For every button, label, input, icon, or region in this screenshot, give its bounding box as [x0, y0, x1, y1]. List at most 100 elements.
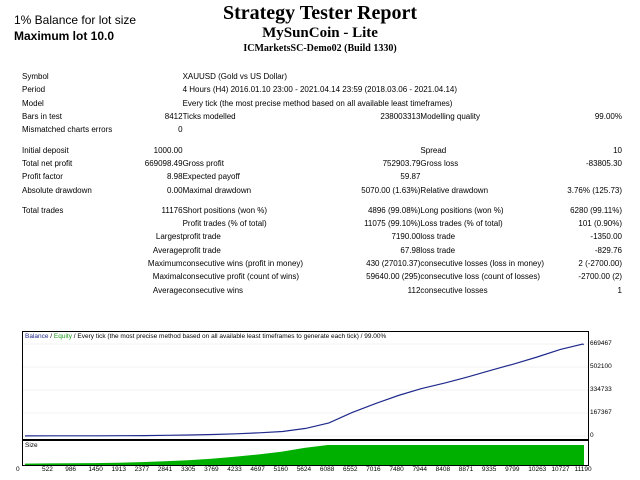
y-tick-label: 334733 — [590, 386, 612, 393]
value-cp-count: 59640.00 (295) — [366, 272, 421, 282]
value-trades: 11176 — [161, 205, 183, 215]
x-tick-label: 8408 — [435, 466, 451, 473]
server-build: ICMarketsSC-Demo02 (Build 1330) — [243, 43, 397, 54]
row-maximum: Maximum consecutive wins (profit in mone… — [22, 257, 622, 270]
label-avg-cw: consecutive wins — [182, 285, 244, 295]
value-deposit: 1000.00 — [153, 145, 183, 155]
label-largest-profit: profit trade — [182, 232, 221, 242]
x-tick-label: 6552 — [343, 466, 358, 473]
row-trades: Total trades 11176 Short positions (won … — [22, 204, 622, 217]
x-tick-label: 2841 — [157, 466, 173, 473]
stats-table: Symbol XAUUSD (Gold vs US Dollar) Period… — [22, 70, 622, 297]
label-grossloss: Gross loss — [420, 158, 459, 168]
label-maximum: Maximum — [147, 259, 183, 268]
row-pf: Profit factor 8.98 Expected payoff 59.87 — [22, 170, 622, 183]
row-maximal: Maximal consecutive profit (count of win… — [22, 270, 622, 283]
chart-legend: Balance / Equity / Every tick (the most … — [25, 333, 386, 340]
value-cw-money: 430 (27010.37) — [366, 259, 421, 268]
value-netprofit: 669098.49 — [144, 158, 183, 168]
row-largest: Largest profit trade 7190.00 loss trade … — [22, 230, 622, 243]
row-symbol: Symbol XAUUSD (Gold vs US Dollar) — [22, 70, 622, 83]
label-cl-count: consecutive loss (count of losses) — [420, 272, 541, 282]
row-avg-consecutive: Average consecutive wins 112 consecutive… — [22, 283, 622, 296]
x-tick-label: 7480 — [389, 466, 404, 473]
size-chart: Size — [22, 440, 589, 466]
value-period: 4 Hours (H4) 2016.01.10 23:00 - 2021.04.… — [182, 85, 457, 95]
label-reldd: Relative drawdown — [420, 185, 489, 195]
label-ticks: Ticks modelled — [182, 112, 236, 122]
label-long: Long positions (won %) — [420, 205, 504, 215]
label-spread: Spread — [420, 145, 447, 155]
balance-chart-svg — [23, 343, 588, 437]
label-model: Model — [22, 98, 44, 108]
label-payoff: Expected payoff — [182, 172, 240, 182]
label-avg-profit: profit trade — [182, 245, 221, 255]
x-tick-label: 1913 — [111, 466, 126, 473]
legend-equity: Equity — [53, 333, 72, 340]
overlay-balance-note: 1% Balance for lot size — [14, 13, 137, 27]
x-tick-label: 9335 — [481, 466, 497, 473]
value-avg-cl: 1 — [617, 285, 622, 295]
value-grossloss: -83805.30 — [585, 158, 622, 168]
row-dd: Absolute drawdown 0.00 Maximal drawdown … — [22, 183, 622, 196]
row-period: Period 4 Hours (H4) 2016.01.10 23:00 - 2… — [22, 83, 622, 96]
value-model: Every tick (the most precise method base… — [182, 98, 453, 108]
label-symbol: Symbol — [22, 72, 49, 82]
legend-description: / Every tick (the most precise method ba… — [72, 333, 387, 340]
label-maxdd: Maximal drawdown — [182, 185, 252, 195]
size-chart-svg — [25, 445, 584, 465]
x-tick-label: 5624 — [296, 466, 312, 473]
label-netprofit: Total net profit — [22, 158, 73, 168]
x-tick-label: 6088 — [319, 466, 335, 473]
label-largest: Largest — [155, 232, 183, 242]
size-label: Size — [25, 442, 38, 449]
label-cw-money: consecutive wins (profit in money) — [182, 259, 304, 268]
label-maximal: Maximal — [152, 272, 183, 282]
size-area — [25, 445, 584, 465]
overlay-max-lot: Maximum lot 10.0 — [14, 29, 115, 43]
x-tick-label: 11190 — [574, 466, 592, 473]
value-avg-loss: -829.76 — [594, 245, 622, 255]
label-short: Short positions (won %) — [182, 205, 268, 215]
balance-line — [24, 343, 585, 437]
legend-sep: / — [48, 333, 54, 340]
label-ptrades: Profit trades (% of total) — [182, 219, 267, 229]
report-title: Strategy Tester Report — [222, 2, 418, 24]
y-tick-label: 167367 — [590, 408, 612, 416]
value-long: 6280 (99.11%) — [570, 205, 622, 215]
x-tick-label: 10727 — [551, 466, 570, 473]
value-bars: 8412 — [164, 112, 183, 122]
ea-name: MySunCoin - Lite — [262, 25, 378, 41]
x-tick-label: 8871 — [458, 466, 474, 473]
value-cl-money: 2 (-2700.00) — [578, 259, 622, 268]
x-tick-label: 5160 — [273, 466, 288, 473]
value-ptrades: 11075 (99.10%) — [364, 219, 421, 229]
value-symbol: XAUUSD (Gold vs US Dollar) — [182, 72, 288, 82]
label-deposit: Initial deposit — [22, 145, 69, 155]
row-ptrades: Profit trades (% of total) 11075 (99.10%… — [22, 217, 622, 230]
row-mismatch: Mismatched charts errors 0 — [22, 123, 622, 136]
label-average-2: Average — [152, 285, 183, 295]
value-avg-profit: 67.98 — [400, 245, 421, 255]
x-tick-label: 7016 — [366, 466, 381, 473]
label-average: Average — [152, 245, 183, 255]
value-mismatch: 0 — [178, 125, 183, 135]
value-payoff: 59.87 — [400, 172, 421, 182]
x-tick-label: 2377 — [134, 466, 150, 473]
row-netprofit: Total net profit 669098.49 Gross profit … — [22, 157, 622, 170]
value-absdd: 0.00 — [167, 185, 183, 195]
label-bars: Bars in test — [22, 112, 63, 122]
value-pf: 8.98 — [167, 172, 183, 182]
x-tick-label: 4233 — [227, 466, 242, 473]
x-tick-label: 522 — [42, 466, 53, 473]
value-quality: 99.00% — [594, 112, 622, 122]
legend-balance: Balance — [25, 333, 49, 340]
x-tick-label: 1450 — [88, 466, 103, 473]
value-avg-cw: 112 — [407, 285, 421, 295]
value-reldd: 3.76% (125.73) — [567, 185, 622, 195]
y-tick-label: 669467 — [590, 340, 612, 347]
value-spread: 10 — [613, 145, 622, 155]
label-largest-loss: loss trade — [420, 232, 456, 242]
x-tick-label: 986 — [65, 466, 77, 473]
label-cp-count: consecutive profit (count of wins) — [182, 272, 300, 282]
